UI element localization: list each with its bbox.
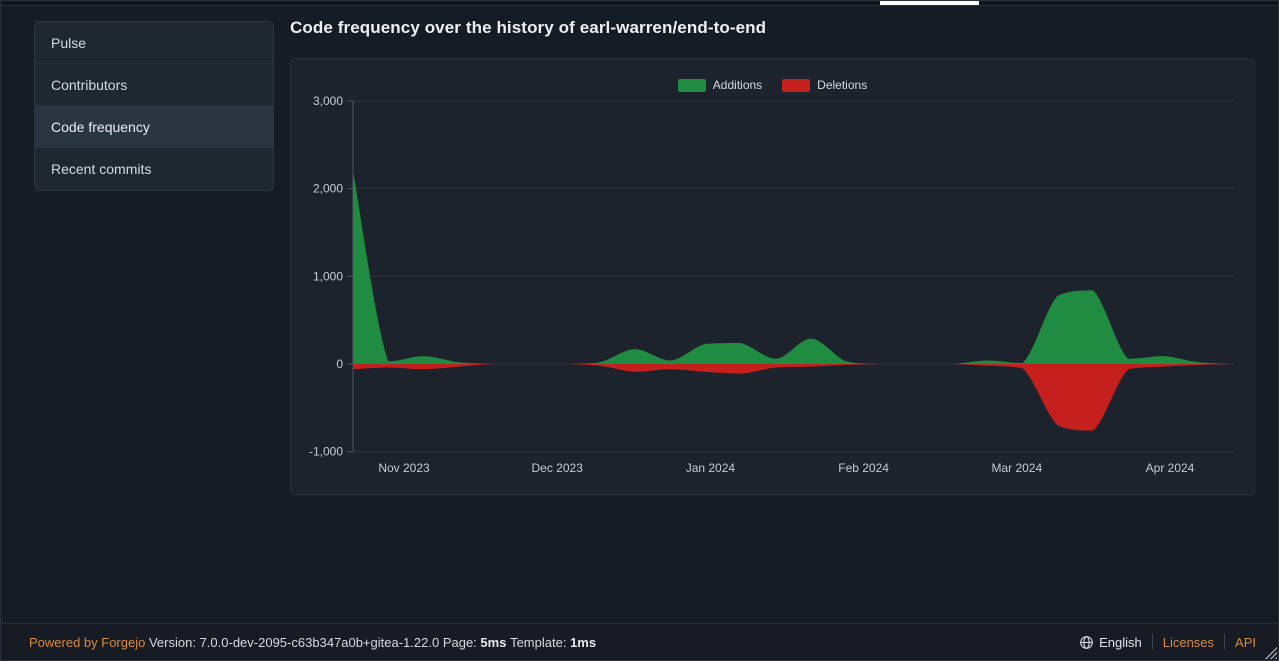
code-frequency-chart-panel: 3,000 2,000 1,000 0 -1,000 Nov 2023 Dec 2023 Ja… [290, 58, 1255, 495]
sidebar-item-label: Pulse [51, 34, 87, 51]
svg-text:Mar 2024: Mar 2024 [991, 461, 1042, 475]
activity-sidebar: Pulse Contributors Code frequency Recent… [34, 21, 274, 191]
language-selector[interactable]: English [1079, 635, 1142, 650]
top-nav-edge [1, 1, 1278, 6]
sidebar-item-recent-commits[interactable]: Recent commits [35, 148, 273, 190]
globe-icon [1080, 635, 1093, 649]
version-value: 7.0.0-dev-2095-c63b347a0b+gitea-1.22.0 [199, 634, 440, 650]
licenses-link[interactable]: Licenses [1162, 634, 1215, 650]
sidebar-item-label: Contributors [51, 76, 128, 93]
footer-links: English Licenses API [1079, 634, 1256, 650]
svg-text:Nov 2023: Nov 2023 [378, 461, 430, 475]
chart-legend: Additions Deletions [291, 78, 1254, 92]
svg-text:1,000: 1,000 [313, 269, 343, 283]
page-time-value: 5ms [480, 634, 507, 650]
legend-item-deletions[interactable]: Deletions [782, 78, 867, 92]
code-frequency-chart[interactable]: 3,000 2,000 1,000 0 -1,000 Nov 2023 Dec 2023 Ja… [291, 59, 1254, 494]
svg-text:Dec 2023: Dec 2023 [532, 461, 584, 475]
legend-item-additions[interactable]: Additions [677, 78, 763, 92]
footer-separator [1224, 634, 1226, 650]
svg-text:Apr 2024: Apr 2024 [1146, 461, 1195, 475]
active-tab-underline [880, 1, 979, 5]
sidebar-item-label: Recent commits [51, 161, 152, 177]
language-label: English [1099, 634, 1142, 650]
footer: Powered by Forgejo Version: 7.0.0-dev-20… [1, 623, 1278, 660]
powered-by-forgejo-link[interactable]: Powered by Forgejo [29, 634, 146, 650]
legend-swatch-deletions [782, 78, 811, 92]
footer-separator [1151, 634, 1153, 650]
svg-text:-1,000: -1,000 [309, 445, 343, 459]
page-time-label: Page: [442, 634, 477, 650]
legend-swatch-additions [677, 78, 706, 92]
page-title: Code frequency over the history of earl-… [290, 18, 767, 37]
version-label: Version: [148, 634, 196, 650]
sidebar-item-label: Code frequency [51, 118, 150, 135]
svg-text:Jan 2024: Jan 2024 [686, 461, 736, 475]
template-time-label: Template: [510, 634, 567, 650]
svg-text:3,000: 3,000 [313, 94, 343, 108]
template-time-value: 1ms [570, 634, 597, 650]
footer-meta: Powered by Forgejo Version: 7.0.0-dev-20… [29, 635, 596, 650]
svg-text:0: 0 [336, 357, 343, 371]
sidebar-item-pulse[interactable]: Pulse [35, 22, 273, 64]
legend-label: Additions [712, 78, 763, 92]
api-link[interactable]: API [1235, 634, 1256, 650]
legend-label: Deletions [817, 78, 868, 92]
sidebar-item-contributors[interactable]: Contributors [35, 64, 273, 106]
svg-text:2,000: 2,000 [313, 182, 343, 196]
svg-text:Feb 2024: Feb 2024 [838, 461, 889, 475]
sidebar-item-code-frequency[interactable]: Code frequency [35, 106, 273, 148]
